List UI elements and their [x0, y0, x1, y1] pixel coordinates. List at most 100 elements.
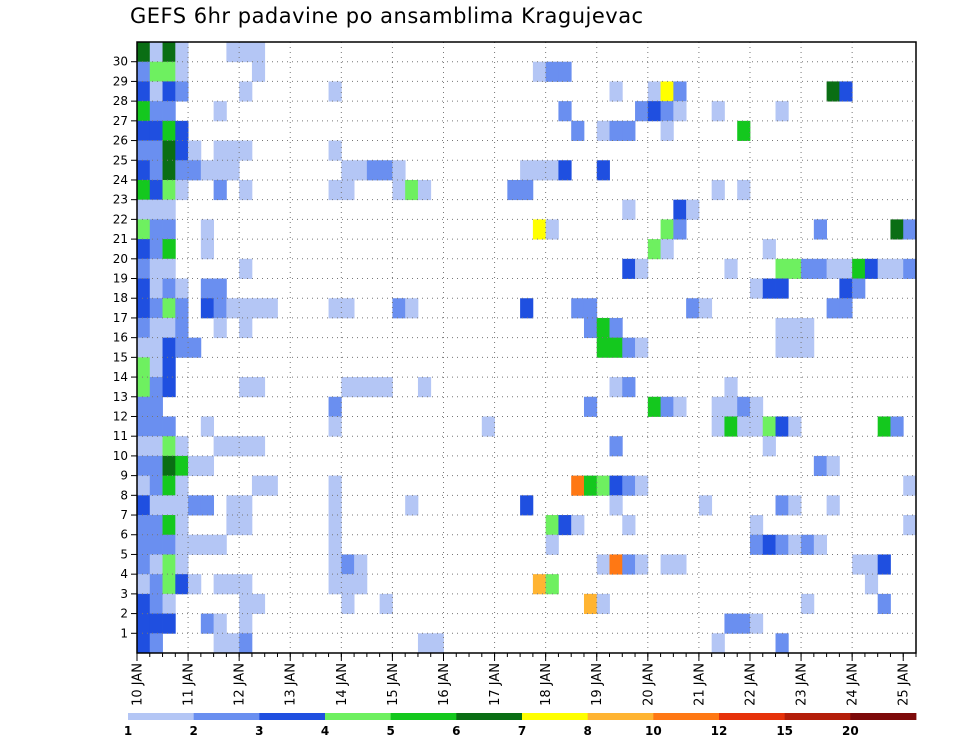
- heatmap-cell: [137, 61, 151, 82]
- y-tick-label: 18: [113, 291, 128, 305]
- y-tick-label: 26: [113, 134, 128, 148]
- heatmap-cell: [149, 593, 163, 614]
- x-axis: 10 JAN 11 JAN 12 JAN 13 JAN 14 JAN 15 JAN 16 J…: [131, 653, 917, 706]
- heatmap-cell: [239, 495, 253, 516]
- heatmap-cell: [788, 495, 802, 516]
- x-tick-label: 10 JAN: [131, 663, 146, 706]
- heatmap-cell: [162, 534, 176, 555]
- heatmap-cell: [188, 455, 202, 477]
- heatmap-cell: [162, 61, 176, 82]
- heatmap-cell: [852, 554, 866, 575]
- heatmap-cell: [813, 455, 828, 477]
- heatmap-cell: [213, 278, 227, 299]
- heatmap-cell: [162, 42, 176, 63]
- heatmap-cell: [660, 396, 674, 417]
- heatmap-cell: [711, 396, 725, 417]
- heatmap-cell: [137, 475, 151, 496]
- heatmap-cell: [520, 495, 534, 516]
- heatmap-cell: [137, 436, 151, 457]
- heatmap-cell: [724, 416, 738, 437]
- heatmap-cell: [405, 298, 419, 319]
- heatmap-cell: [609, 475, 623, 496]
- heatmap-cell: [775, 317, 789, 339]
- heatmap-cell: [137, 160, 151, 181]
- heatmap-cell: [162, 317, 176, 339]
- heatmap-cell: [162, 219, 176, 240]
- heatmap-cell: [711, 633, 725, 654]
- heatmap-cell: [175, 278, 189, 299]
- heatmap-cell: [200, 239, 215, 260]
- heatmap-cell: [239, 593, 253, 614]
- heatmap-cell: [392, 160, 406, 181]
- y-tick-label: 12: [113, 409, 128, 423]
- heatmap-cell: [379, 593, 393, 614]
- heatmap-cell: [226, 436, 240, 457]
- heatmap-cell: [162, 495, 176, 516]
- heatmap-cell: [903, 258, 917, 279]
- heatmap-cell: [366, 160, 381, 181]
- heatmap-cell: [749, 278, 764, 299]
- heatmap-cell: [647, 396, 661, 417]
- heatmap-cell: [583, 475, 598, 496]
- heatmap-cell: [175, 140, 189, 161]
- heatmap-cell: [852, 278, 866, 299]
- heatmap-cell: [162, 377, 176, 398]
- heatmap-cell: [788, 416, 802, 437]
- y-tick-label: 24: [113, 173, 128, 187]
- heatmap-cell: [775, 416, 789, 437]
- heatmap-cell: [762, 436, 776, 457]
- heatmap-cell: [328, 515, 342, 536]
- heatmap-cell: [532, 574, 547, 595]
- heatmap-cell: [149, 258, 163, 279]
- heatmap-cell: [864, 574, 879, 595]
- heatmap-cell: [162, 160, 176, 181]
- y-tick-label: 6: [120, 528, 128, 542]
- heatmap-cell: [698, 495, 713, 516]
- y-tick-label: 9: [120, 469, 128, 483]
- heatmap-cell: [162, 574, 176, 595]
- heatmap-cell: [673, 81, 687, 102]
- x-tick-label: 19 JAN: [590, 663, 605, 706]
- heatmap-cell: [251, 593, 266, 614]
- heatmap-cell: [890, 258, 904, 279]
- heatmap-cell: [213, 317, 227, 339]
- heatmap-cell: [239, 81, 253, 102]
- colorbar-label: 2: [189, 724, 197, 738]
- heatmap-cell: [162, 258, 176, 279]
- heatmap-cell: [801, 258, 815, 279]
- heatmap-cell: [558, 515, 572, 536]
- heatmap-cell: [711, 179, 725, 201]
- heatmap-cell: [328, 534, 342, 555]
- y-tick-label: 13: [113, 390, 128, 404]
- heatmap-cell: [545, 61, 559, 82]
- heatmap-cell: [137, 337, 151, 358]
- heatmap-cell: [839, 258, 853, 279]
- heatmap-cell: [660, 101, 674, 122]
- heatmap-cell: [200, 160, 215, 181]
- heatmap-cell: [737, 179, 751, 201]
- heatmap-cell: [149, 61, 163, 82]
- heatmap-cell: [137, 298, 151, 319]
- heatmap-cell: [149, 633, 163, 654]
- heatmap-cell: [226, 160, 240, 181]
- y-axis: 1234567891011121314151617181920212223242…: [113, 55, 137, 640]
- heatmap-cell: [609, 377, 623, 398]
- heatmap-cell: [226, 298, 240, 319]
- heatmap-cell: [532, 160, 547, 181]
- heatmap-cell: [673, 554, 687, 575]
- y-tick-label: 19: [113, 272, 128, 286]
- heatmap-cell: [737, 396, 751, 417]
- heatmap-cell: [622, 475, 636, 496]
- heatmap-cell: [226, 515, 240, 536]
- heatmap-cell: [162, 455, 176, 477]
- colorbar: 1 2 3 4 5 6 7 8 10 12 15 20: [124, 713, 917, 738]
- x-tick-label: 23 JAN: [795, 663, 810, 706]
- heatmap-cell: [162, 81, 176, 102]
- heatmap-cell: [635, 101, 649, 122]
- colorbar-swatch: [193, 713, 260, 720]
- heatmap-cell: [175, 179, 189, 201]
- heatmap-cell: [341, 298, 355, 319]
- heatmap-cell: [379, 160, 393, 181]
- heatmap-cell: [571, 298, 585, 319]
